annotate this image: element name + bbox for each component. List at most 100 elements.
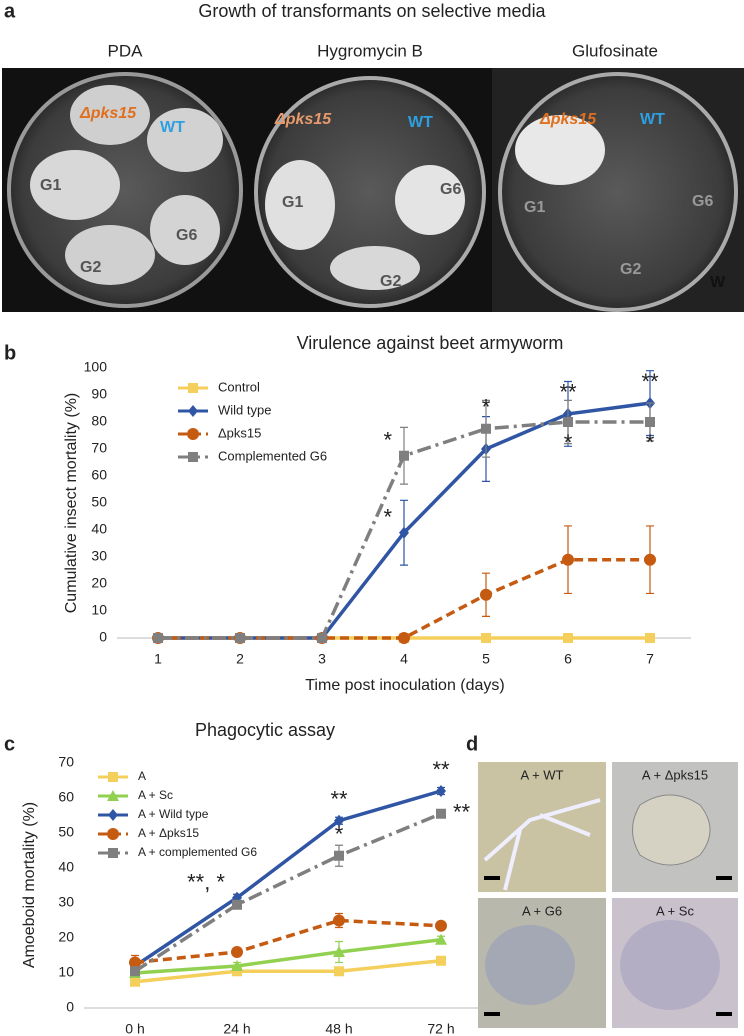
cell-cluster (485, 925, 575, 1005)
significance-label: * (383, 428, 392, 453)
marker (333, 914, 345, 927)
plate-label: WT (408, 114, 433, 131)
legend-label: A + Sc (138, 788, 173, 802)
panel-letter: b (4, 342, 16, 364)
marker (334, 850, 344, 861)
marker (436, 955, 446, 966)
marker (333, 946, 345, 957)
cell-cluster (620, 920, 720, 1010)
y-tick-label: 30 (91, 548, 107, 564)
y-tick-label: 40 (91, 521, 107, 537)
plate (254, 76, 486, 308)
marker (398, 632, 410, 644)
significance-label: **, * (187, 870, 225, 895)
micrograph-label: A + WT (521, 767, 564, 782)
y-tick-label: 0 (66, 999, 74, 1015)
marker (645, 417, 655, 427)
y-tick-label: 20 (91, 575, 107, 591)
medium-label: PDA (108, 41, 144, 60)
significance-label: * (564, 430, 573, 455)
y-tick-label: 80 (91, 413, 107, 429)
marker (107, 828, 119, 840)
plate-label: Δpks15 (79, 105, 137, 122)
plate-label: WT (160, 119, 185, 136)
y-axis-title: Cumulative insect mortality (%) (63, 393, 80, 614)
marker (334, 814, 344, 827)
marker (188, 405, 198, 417)
plate (498, 72, 738, 312)
colony (65, 225, 155, 285)
marker (399, 526, 409, 539)
marker (129, 956, 141, 969)
panel-letter: c (4, 733, 15, 755)
colony (70, 85, 150, 145)
marker (334, 966, 344, 977)
series-line (134, 812, 442, 973)
y-tick-label: 60 (58, 789, 74, 805)
plate-label: G6 (692, 193, 713, 210)
legend-label: Wild type (218, 402, 271, 417)
micrograph-label: A + G6 (522, 903, 562, 918)
marker (436, 785, 446, 797)
medium-label: Hygromycin B (317, 41, 423, 60)
marker (108, 848, 118, 858)
plate-label: W (710, 274, 726, 291)
legend-label: A + complemented G6 (138, 845, 257, 859)
panel-letter: d (466, 733, 478, 755)
x-tick-label: 6 (564, 651, 572, 667)
x-tick-label: 7 (646, 651, 654, 667)
marker (563, 417, 573, 427)
colony (150, 195, 220, 265)
y-tick-label: 90 (91, 386, 107, 402)
series-line (134, 938, 442, 975)
marker (231, 946, 243, 958)
scale-bar (716, 1012, 732, 1016)
marker (562, 553, 574, 566)
significance-label: ** (641, 369, 659, 394)
series-line (134, 959, 442, 984)
x-tick-label: 48 h (325, 1021, 352, 1036)
scale-bar (484, 1012, 500, 1016)
hypha (483, 798, 601, 891)
x-tick-label: 24 h (223, 1021, 250, 1036)
legend-label: Control (218, 379, 260, 394)
plate-label: G2 (80, 259, 101, 276)
colony (330, 246, 420, 290)
marker (153, 633, 163, 643)
significance-label: * (646, 430, 655, 455)
marker (130, 966, 140, 977)
legend-label: Complemented G6 (218, 448, 327, 463)
legend-label: A + Δpks15 (138, 826, 199, 840)
marker (645, 633, 655, 643)
micrograph-label: A + Sc (656, 903, 694, 918)
significance-label: ** (432, 757, 450, 782)
y-tick-label: 50 (91, 494, 107, 510)
x-tick-label: 2 (236, 651, 244, 667)
legend-label: A (138, 769, 146, 783)
panel-title: Growth of transformants on selective med… (198, 1, 546, 21)
marker (232, 966, 242, 977)
significance-label: ** (559, 380, 577, 405)
series-line (158, 557, 650, 640)
chart-title: Phagocytic assay (195, 720, 335, 740)
marker (435, 933, 447, 945)
y-tick-label: 70 (91, 440, 107, 456)
scale-bar (716, 876, 732, 880)
marker (644, 553, 656, 566)
scale-bar (484, 876, 500, 880)
micrograph (478, 762, 606, 892)
significance-label: * (383, 505, 392, 530)
significance-label: * (482, 395, 491, 420)
y-tick-label: 10 (91, 602, 107, 618)
plate-label: G2 (620, 261, 641, 278)
x-tick-label: 0 h (125, 1021, 144, 1036)
marker (480, 588, 492, 601)
series-line (134, 789, 442, 968)
marker (436, 808, 446, 819)
marker (187, 428, 199, 440)
x-tick-label: 4 (400, 651, 408, 667)
colony (395, 165, 465, 235)
significance-label: ** (330, 787, 348, 812)
significance-label: ** (453, 800, 471, 825)
colony (30, 150, 120, 220)
